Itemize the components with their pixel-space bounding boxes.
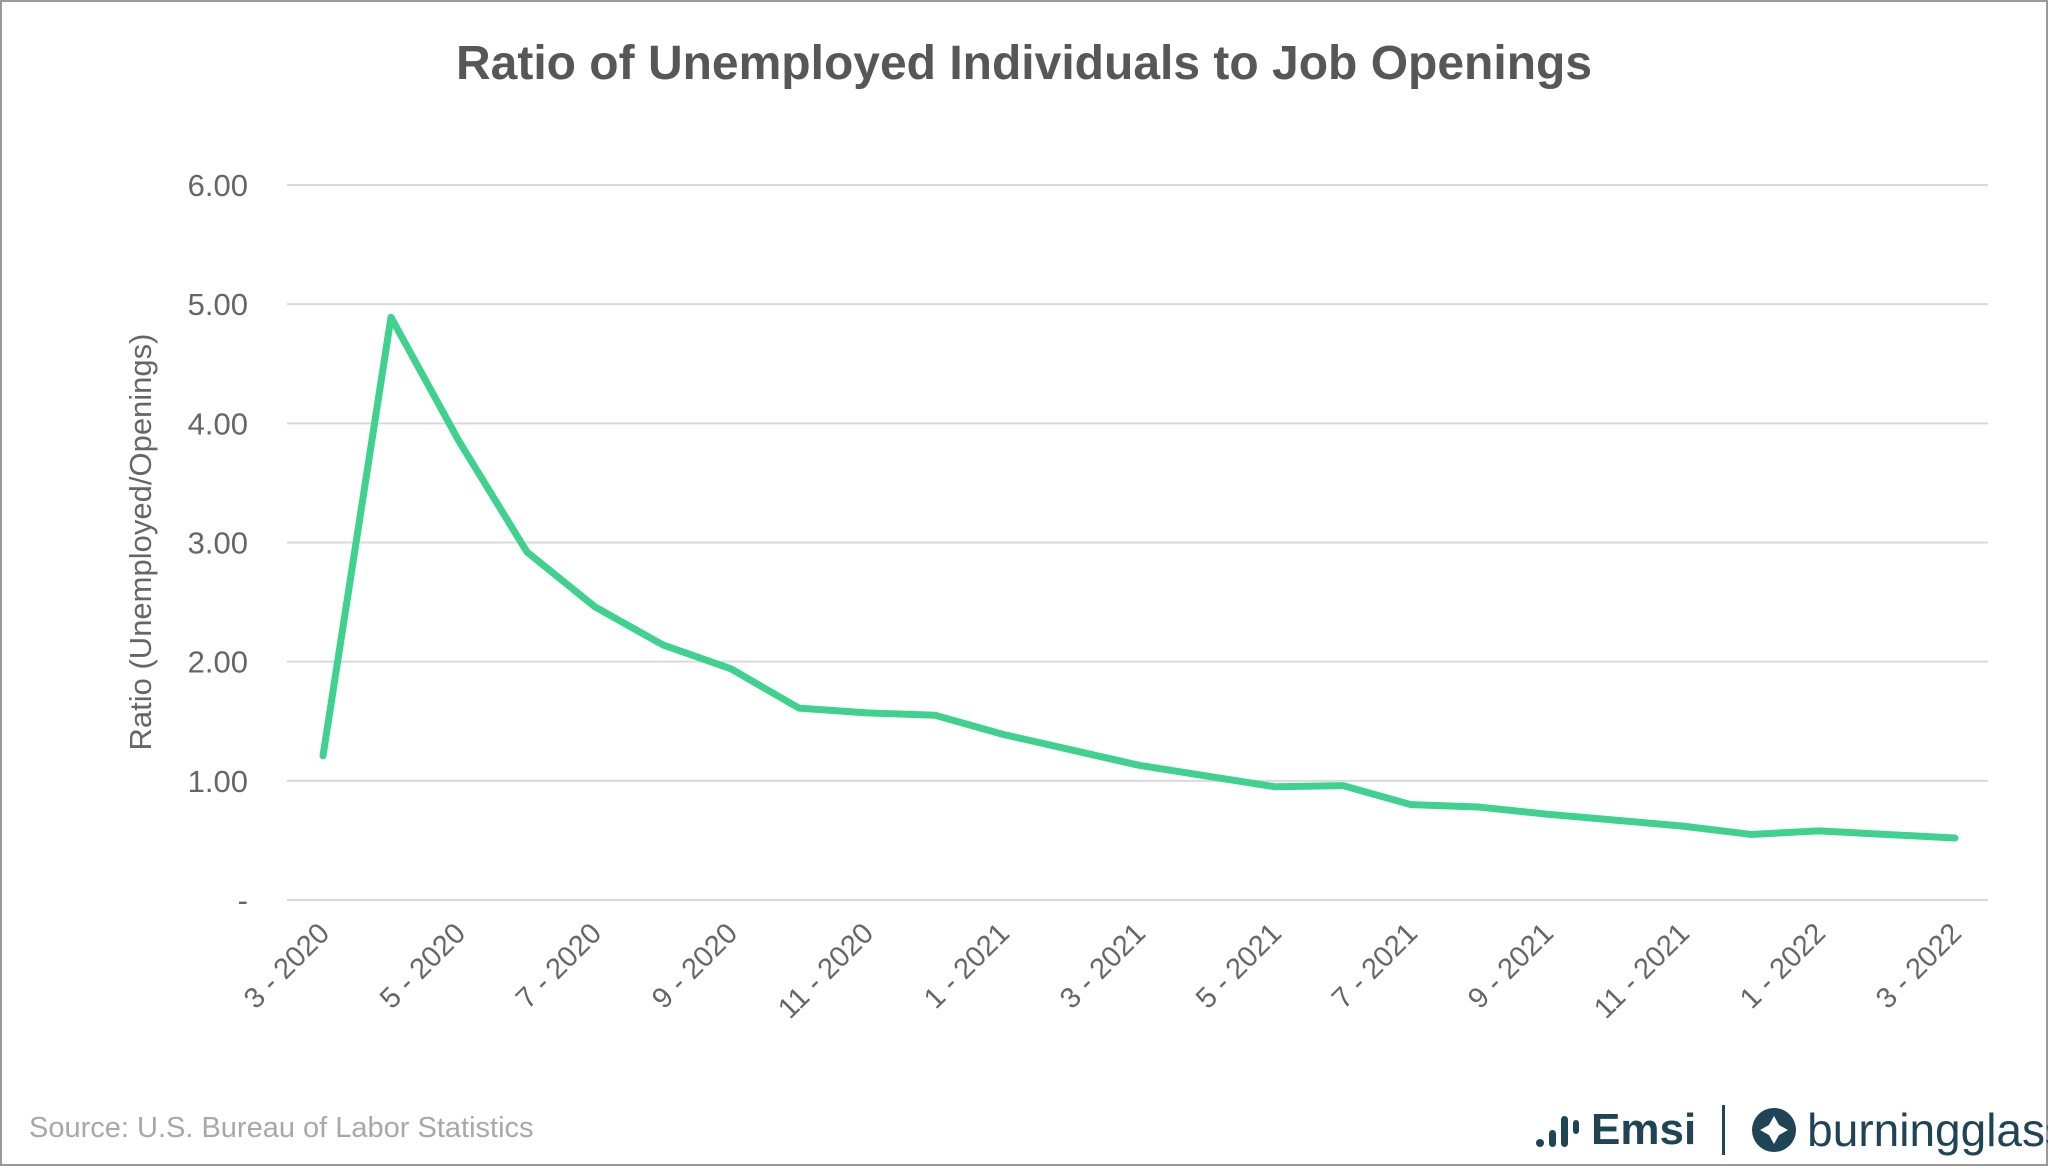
x-tick-label: 5 - 2021 [1190, 917, 1288, 1015]
x-tick-label: 3 - 2021 [1054, 917, 1152, 1015]
y-axis-label: Ratio (Unemployed/Openings) [123, 334, 158, 751]
y-tick-label: 6.00 [188, 168, 248, 203]
x-tick-label: 11 - 2020 [772, 917, 880, 1025]
source-note: Source: U.S. Bureau of Labor Statistics [29, 1112, 534, 1144]
emsi-logo-text: Emsi [1591, 1105, 1697, 1154]
x-tick-label: 3 - 2022 [1870, 917, 1968, 1015]
x-tick-label: 5 - 2020 [374, 917, 472, 1015]
chart-title: Ratio of Unemployed Individuals to Job O… [455, 37, 1593, 90]
y-tick-label: 3.00 [188, 526, 248, 561]
x-tick-label: 3 - 2020 [238, 917, 336, 1015]
logo-divider [1722, 1105, 1726, 1155]
x-tick-label: 7 - 2021 [1326, 917, 1424, 1015]
burningglass-logo-text: burningglass [1807, 1104, 2048, 1156]
x-tick-label: 1 - 2021 [918, 917, 1016, 1015]
y-tick-label: 2.00 [188, 645, 248, 680]
x-tick-label: 1 - 2022 [1734, 917, 1832, 1015]
x-tick-label: 9 - 2021 [1462, 917, 1560, 1015]
brand-logos: Emsi burningglass [1535, 1100, 2048, 1160]
y-tick-label: 5.00 [188, 287, 248, 322]
x-tick-label: 7 - 2020 [510, 917, 608, 1015]
x-tick-label: 11 - 2021 [1588, 917, 1696, 1025]
emsi-bars-icon [1536, 1116, 1579, 1147]
x-tick-label: 9 - 2020 [646, 917, 744, 1015]
series-line-ratio [319, 313, 1959, 842]
y-tick-label: - [238, 883, 248, 918]
y-tick-label: 4.00 [188, 406, 248, 441]
y-tick-label: 1.00 [188, 764, 248, 799]
burningglass-star-icon [1752, 1108, 1797, 1152]
